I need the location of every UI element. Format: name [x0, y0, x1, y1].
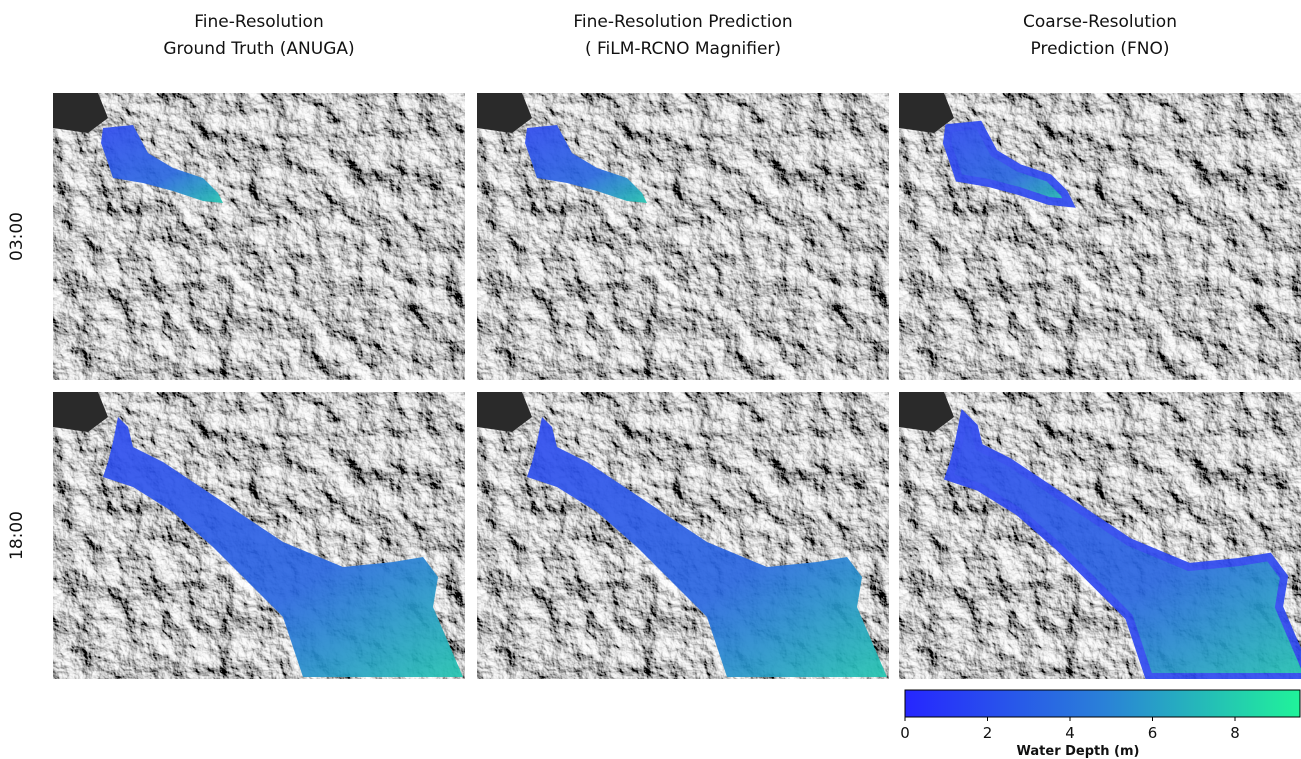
colorbar-tick-label: 8: [1230, 724, 1240, 742]
map-panel: [899, 392, 1301, 679]
colorbar-tick-label: 2: [983, 724, 993, 742]
figure: Fine-Resolution Ground Truth (ANUGA) Fine-…: [0, 0, 1301, 759]
colorbar-tick-label: 0: [900, 724, 910, 742]
colorbar-label: Water Depth (m): [1017, 744, 1140, 759]
colorbar-tick-label: 6: [1148, 724, 1158, 742]
colorbar: [905, 690, 1300, 717]
map-panel: [899, 93, 1301, 380]
column-title: Ground Truth (ANUGA): [163, 39, 354, 59]
column-title: Fine-Resolution Prediction: [573, 12, 792, 32]
column-title: ( FiLM-RCNO Magnifier): [585, 39, 781, 59]
map-panel: [477, 93, 889, 380]
column-title: Coarse-Resolution: [1023, 12, 1177, 32]
column-title: Prediction (FNO): [1031, 39, 1170, 59]
column-title: Fine-Resolution: [194, 12, 323, 32]
map-panel: [53, 392, 465, 679]
row-label: 03:00: [7, 212, 27, 261]
row-label: 18:00: [7, 511, 27, 560]
map-panel: [477, 392, 889, 679]
colorbar-tick-label: 4: [1065, 724, 1075, 742]
map-panel: [53, 93, 465, 380]
